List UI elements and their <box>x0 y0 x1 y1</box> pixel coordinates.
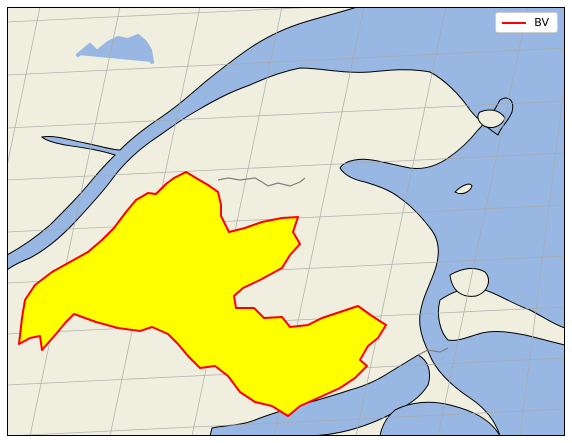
bay-peninsula <box>449 267 489 297</box>
map-canvas[interactable] <box>7 7 565 436</box>
southern-inlet <box>379 401 501 436</box>
admin-border-south <box>417 347 449 356</box>
legend-line-swatch <box>502 21 527 24</box>
river-island <box>477 109 506 129</box>
legend-label-bv: BV <box>534 16 549 29</box>
map-frame[interactable]: BV <box>7 7 565 436</box>
southern-lake <box>209 354 431 436</box>
bay-point <box>454 183 473 195</box>
river-estuary <box>7 7 565 436</box>
admin-border <box>217 177 306 187</box>
region-bv[interactable] <box>18 171 387 417</box>
northern-lake <box>76 34 154 64</box>
map-legend: BV <box>495 12 558 33</box>
